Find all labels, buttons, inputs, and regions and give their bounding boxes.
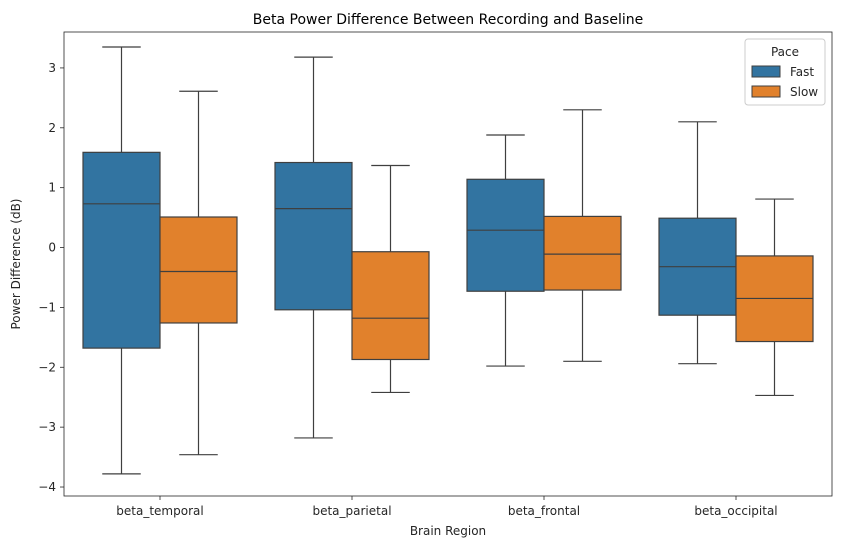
box-group-fast-beta-frontal	[466, 134, 545, 367]
x-tick-label: beta_occipital	[694, 504, 777, 518]
iqr-box	[543, 215, 622, 291]
legend-label-slow: Slow	[790, 85, 818, 99]
y-axis-label: Power Difference (dB)	[9, 199, 23, 330]
box-group-slow-beta-occipital	[735, 198, 814, 397]
iqr-box	[466, 178, 545, 292]
y-tick-label: 1	[48, 181, 56, 195]
iqr-box	[274, 161, 353, 311]
y-axis: −4 −3 −2 −1 0 1 2 3	[38, 61, 64, 494]
x-tick-label: beta_frontal	[508, 504, 580, 518]
legend: Pace Fast Slow	[744, 38, 826, 106]
x-axis-label: Brain Region	[410, 524, 486, 538]
plot-frame	[63, 31, 833, 497]
x-tick-label: beta_temporal	[116, 504, 203, 518]
y-tick-label: −3	[38, 420, 56, 434]
chart-title: Beta Power Difference Between Recording …	[253, 12, 643, 28]
y-tick-label: −1	[38, 300, 56, 314]
iqr-box	[351, 251, 430, 361]
box-group-slow-beta-frontal	[543, 109, 622, 362]
plot-area	[82, 46, 814, 475]
y-tick-label: 2	[48, 121, 56, 135]
box-group-fast-beta-temporal	[82, 46, 161, 475]
iqr-box	[159, 216, 238, 324]
y-tick-label: 0	[48, 241, 56, 255]
x-tick-label: beta_parietal	[312, 504, 391, 518]
box-group-fast-beta-parietal	[274, 56, 353, 439]
box-group-slow-beta-temporal	[159, 90, 238, 456]
legend-swatch-slow	[751, 85, 781, 98]
y-tick-label: 3	[48, 61, 56, 75]
y-tick-label: −4	[38, 480, 56, 494]
iqr-box	[82, 151, 161, 349]
legend-title: Pace	[771, 45, 799, 59]
box-group-slow-beta-parietal	[351, 164, 430, 394]
x-axis: beta_temporal beta_parietal beta_frontal be…	[116, 496, 778, 518]
y-tick-label: −2	[38, 360, 56, 374]
box-group-fast-beta-occipital	[658, 121, 737, 365]
legend-swatch-fast	[751, 65, 781, 78]
legend-label-fast: Fast	[790, 65, 814, 79]
